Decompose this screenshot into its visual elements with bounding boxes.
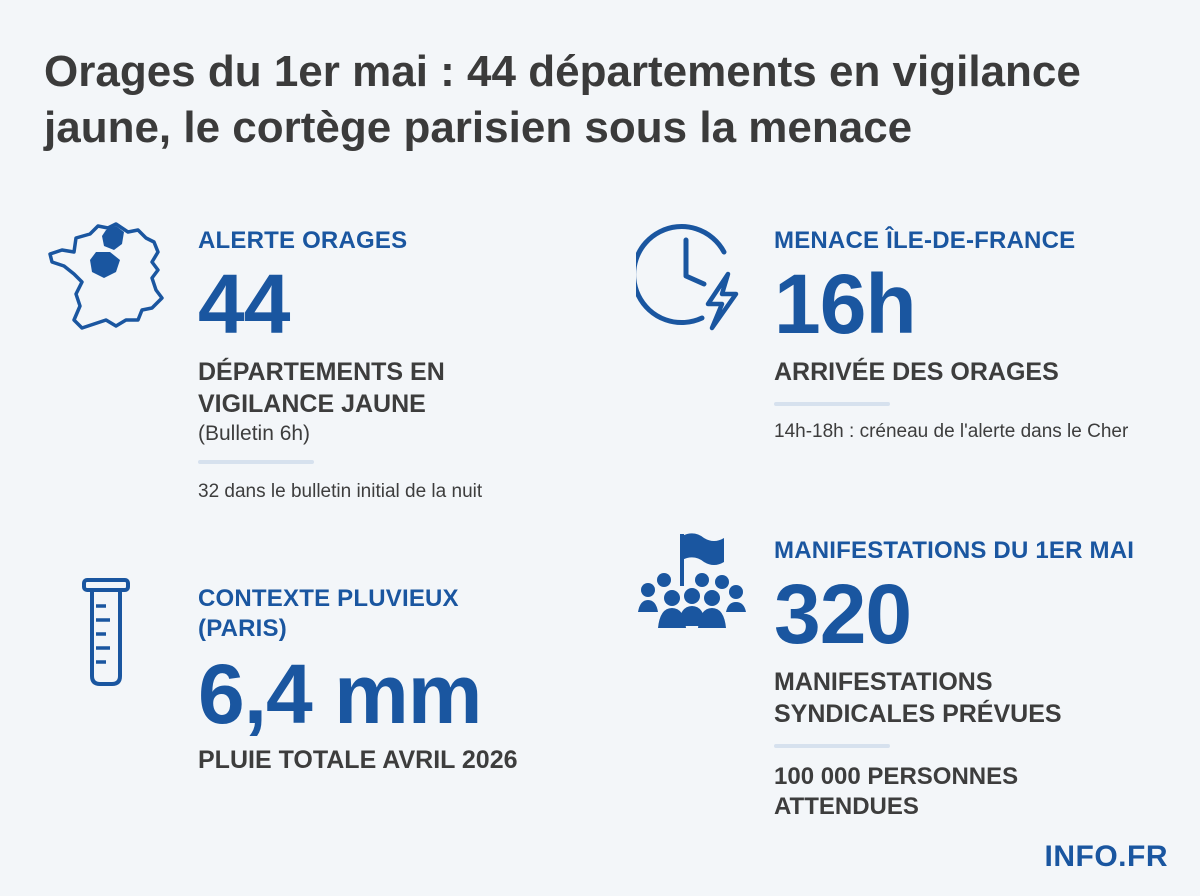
rain-gauge-icon [82,578,130,686]
menace-desc: ARRIVÉE DES ORAGES [774,358,1059,386]
alerte-desc-line1: DÉPARTEMENTS EN [198,358,445,386]
pluie-label-line2: (PARIS) [198,615,287,642]
manif-desc-line1: MANIFESTATIONS [774,668,993,696]
menace-label: MENACE ÎLE-DE-FRANCE [774,227,1076,254]
pluie-label-line1: CONTEXTE PLUVIEUX [198,585,459,612]
manif-divider [774,744,890,748]
alerte-label: ALERTE ORAGES [198,227,408,254]
menace-value: 16h [774,257,917,351]
menace-footnote: 14h-18h : créneau de l'alerte dans le Ch… [774,421,1129,442]
manif-footnote-line1: 100 000 PERSONNES [774,763,1019,790]
alerte-divider [198,460,314,464]
alerte-note: (Bulletin 6h) [198,422,311,445]
pluie-value: 6,4 mm [198,647,482,741]
alerte-footnote: 32 dans le bulletin initial de la nuit [198,481,483,502]
alerte-value: 44 [198,257,290,351]
alerte-desc-line2: VIGILANCE JAUNE [198,390,426,418]
pluie-desc: PLUIE TOTALE AVRIL 2026 [198,746,518,774]
clock-lightning-icon [636,224,739,331]
france-map-icon [48,222,164,330]
brand-logo: INFO.FR [1044,840,1168,873]
manif-desc-line2: SYNDICALES PRÉVUES [774,700,1062,728]
manif-label: MANIFESTATIONS DU 1ER MAI [774,537,1135,564]
manif-value: 320 [774,567,912,661]
menace-divider [774,402,890,406]
manif-footnote-line2: ATTENDUES [774,793,919,820]
page-title: Orages du 1er mai : 44 départements en v… [44,47,1081,152]
crowd-flag-icon [638,533,746,628]
